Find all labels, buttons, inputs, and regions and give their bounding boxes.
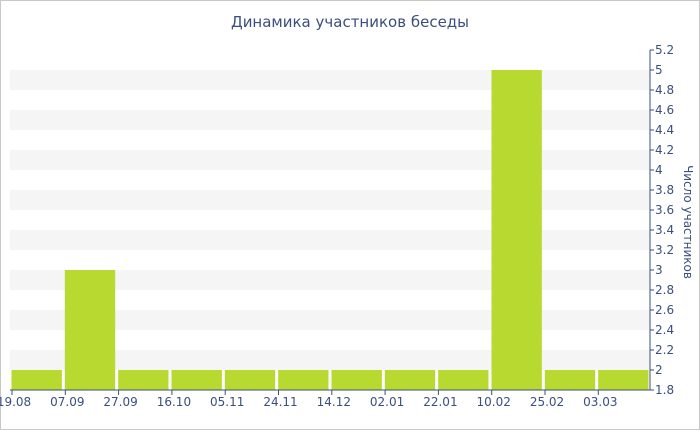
x-tick-label: 02.01 xyxy=(370,395,404,409)
y-tick-label: 5 xyxy=(655,63,663,77)
x-tick-label: 10.02 xyxy=(477,395,511,409)
bar[interactable] xyxy=(491,70,542,390)
y-tick-label: 4.6 xyxy=(655,103,674,117)
y-tick-label: 3.4 xyxy=(655,223,674,237)
chart-title: Динамика участников беседы xyxy=(231,13,469,31)
y-tick-label: 3.2 xyxy=(655,243,674,257)
x-tick-label: 07.09 xyxy=(50,395,84,409)
x-tick-label: 05.11 xyxy=(210,395,244,409)
bar[interactable] xyxy=(384,370,436,390)
x-axis-ticks: 19.08 07.09 27.09 16.10 05.11 24.11 14.12 02.01… xyxy=(0,390,617,409)
y-axis-label: Число участников xyxy=(681,165,695,279)
bar[interactable] xyxy=(171,370,222,390)
x-tick-label: 19.08 xyxy=(0,395,31,409)
grid-bands xyxy=(10,70,650,370)
y-tick-label: 4 xyxy=(655,163,663,177)
y-tick-label: 4.4 xyxy=(655,123,674,137)
x-tick-label: 25.02 xyxy=(530,395,564,409)
y-tick-label: 3 xyxy=(655,263,663,277)
grid-band xyxy=(10,70,650,90)
y-tick-label: 3.6 xyxy=(655,203,674,217)
bar[interactable] xyxy=(224,370,276,390)
y-tick-label: 2.8 xyxy=(655,283,674,297)
bar-series xyxy=(11,70,649,390)
grid-band xyxy=(10,150,650,170)
y-tick-label: 4.2 xyxy=(655,143,674,157)
y-tick-label: 5.2 xyxy=(655,43,674,57)
x-tick-label: 14.12 xyxy=(317,395,351,409)
bar[interactable] xyxy=(331,370,382,390)
bar[interactable] xyxy=(278,370,329,390)
bar[interactable] xyxy=(11,370,62,390)
y-tick-label: 4.8 xyxy=(655,83,674,97)
y-tick-label: 2 xyxy=(655,363,663,377)
grid-band xyxy=(10,310,650,330)
x-tick-label: 24.11 xyxy=(263,395,297,409)
x-tick-label: 22.01 xyxy=(423,395,457,409)
x-tick-label: 03.03 xyxy=(583,395,617,409)
y-tick-label: 2.4 xyxy=(655,323,674,337)
y-tick-label: 2.6 xyxy=(655,303,674,317)
y-tick-label: 2.2 xyxy=(655,343,674,357)
bar[interactable] xyxy=(118,370,169,390)
x-tick-label: 27.09 xyxy=(103,395,137,409)
grid-band xyxy=(10,230,650,250)
grid-band xyxy=(10,110,650,130)
grid-band xyxy=(10,350,650,370)
bar[interactable] xyxy=(544,370,596,390)
x-tick-label: 16.10 xyxy=(157,395,191,409)
grid-band xyxy=(10,190,650,210)
bar[interactable] xyxy=(438,370,489,390)
y-axis-ticks: 1.8 2 2.2 2.4 2.6 2.8 3 3.2 3.4 3.6 3.8 4 4.2 4.4 4.6 4… xyxy=(650,43,674,397)
y-tick-label: 1.8 xyxy=(655,383,674,397)
bar[interactable] xyxy=(598,370,649,390)
y-tick-label: 3.8 xyxy=(655,183,674,197)
bar[interactable] xyxy=(64,270,116,390)
grid-band xyxy=(10,270,650,290)
